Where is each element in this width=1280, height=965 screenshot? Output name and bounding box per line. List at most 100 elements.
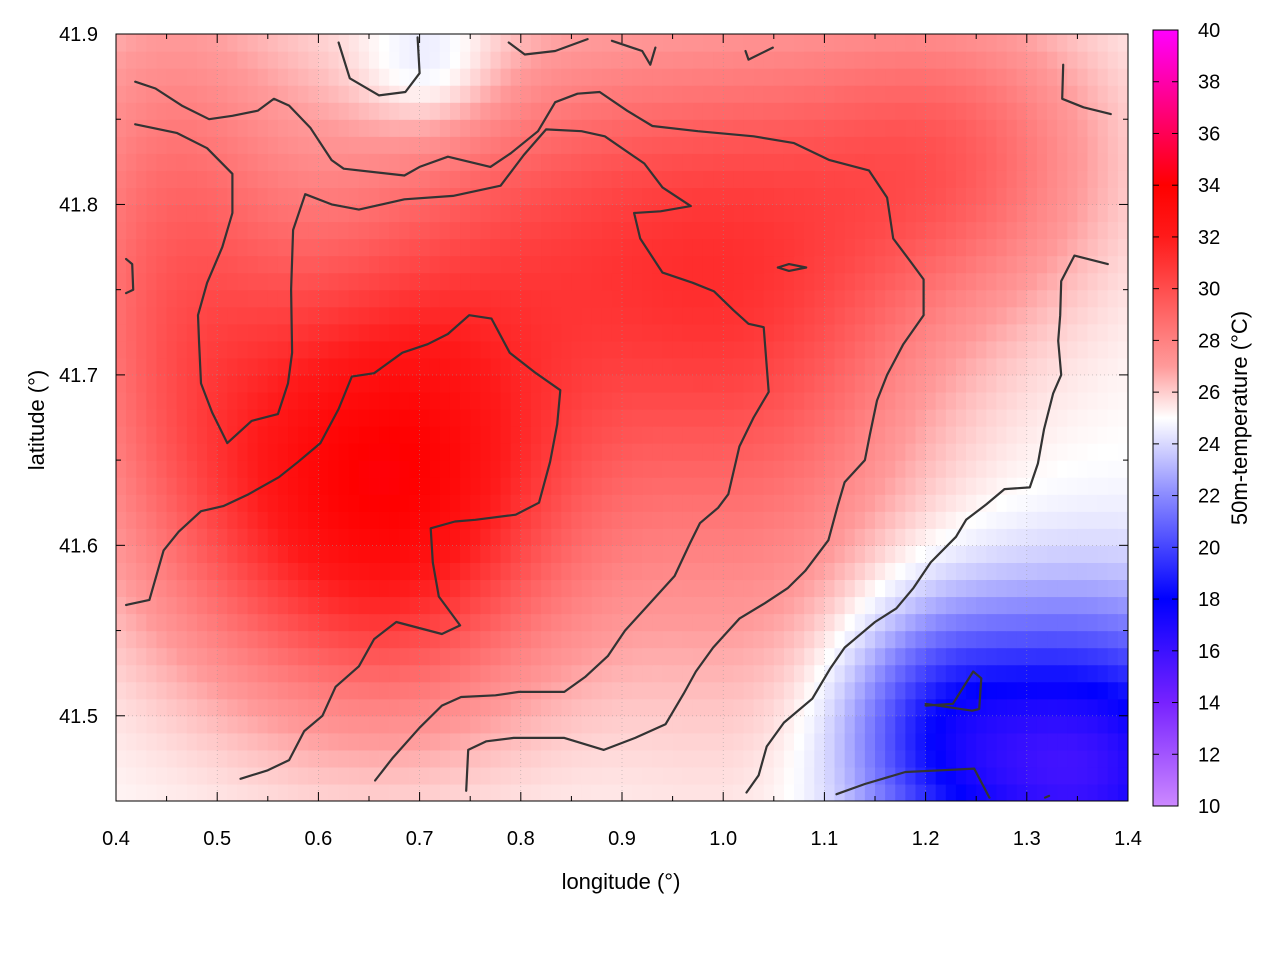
heatmap-cell [530,698,542,717]
heatmap-cell [864,562,876,581]
heatmap-cell [217,85,228,103]
heatmap-cell [895,630,906,649]
heatmap-cell [1067,613,1078,632]
heatmap-cell [500,187,512,206]
heatmap-cell [207,732,218,751]
heatmap-cell [733,562,745,581]
heatmap-cell [116,698,127,717]
heatmap-cell [1077,119,1089,137]
heatmap-cell [1067,85,1078,103]
heatmap-cell [460,477,471,495]
heatmap-cell [541,408,552,427]
heatmap-cell [480,647,492,666]
heatmap-cell [298,136,309,154]
heatmap-cell [227,306,239,325]
heatmap-cell [844,766,856,785]
colorbar-tick-label: 40 [1198,20,1220,42]
heatmap-cell [277,272,289,291]
heatmap-cell [1107,153,1119,171]
heatmap-cell [257,187,269,206]
heatmap-cell [935,119,947,137]
heatmap-cell [702,766,714,785]
heatmap-cell [794,766,805,785]
heatmap-cell [945,68,957,86]
heatmap-cell [601,562,613,581]
heatmap-cell [176,391,188,410]
heatmap-cell [379,204,390,223]
heatmap-cell [1016,136,1028,154]
heatmap-cell [1026,357,1038,376]
heatmap-cell [176,255,188,274]
heatmap-cell [844,579,856,598]
heatmap-cell [622,528,633,546]
heatmap-cell [875,289,886,308]
heatmap-cell [358,119,370,137]
heatmap-cell [955,647,967,666]
heatmap-cell [652,528,664,546]
heatmap-cell [1057,766,1068,785]
heatmap-cell [986,613,998,632]
heatmap-cell [369,528,380,546]
heatmap-cell [348,460,360,478]
heatmap-cell [794,102,805,120]
heatmap-cell [490,102,502,120]
heatmap-cell [945,749,957,768]
y-tick-label: 41.6 [59,535,98,557]
heatmap-cell [935,374,947,393]
heatmap-cell [986,272,998,291]
heatmap-cell [662,732,674,751]
heatmap-cell [844,391,856,410]
heatmap-cell [217,749,228,768]
heatmap-cell [743,374,755,393]
heatmap-cell [439,153,451,171]
heatmap-cell [1097,272,1109,291]
heatmap-cell [652,374,664,393]
heatmap-cell [804,630,815,649]
heatmap-cell [753,238,765,257]
heatmap-cell [1026,511,1038,529]
heatmap-cell [551,34,562,52]
heatmap-cell [146,664,158,683]
heatmap-cell [571,664,583,683]
heatmap-cell [247,460,259,478]
heatmap-cell [308,323,319,342]
heatmap-cell [146,511,158,529]
heatmap-cell [247,85,259,103]
heatmap-cell [146,766,158,785]
heatmap-cell [480,408,492,427]
heatmap-cell [794,51,805,69]
heatmap-cell [692,579,704,598]
heatmap-cell [864,596,876,615]
heatmap-cell [733,715,745,734]
heatmap-cell [824,323,836,342]
heatmap-cell [500,340,512,359]
heatmap-cell [996,460,1008,478]
heatmap-cell [358,68,370,86]
heatmap-cell [1097,136,1109,154]
heatmap-cell [277,102,289,120]
heatmap-cell [601,34,613,52]
heatmap-cell [642,153,653,171]
heatmap-cell [429,596,441,615]
heatmap-cell [905,136,917,154]
heatmap-cell [308,494,319,512]
heatmap-cell [460,545,471,563]
heatmap-cell [358,221,370,240]
heatmap-cell [348,68,360,86]
heatmap-cell [1006,153,1018,171]
heatmap-cell [561,340,572,359]
heatmap-cell [692,528,704,546]
heatmap-cell [1117,340,1128,359]
heatmap-cell [1067,204,1078,223]
heatmap-cell [702,51,714,69]
heatmap-cell [804,613,815,632]
heatmap-cell [237,102,249,120]
heatmap-cell [1016,477,1028,495]
heatmap-cell [662,766,674,785]
heatmap-cell [1026,426,1038,444]
heatmap-cell [773,630,785,649]
heatmap-cell [257,204,269,223]
heatmap-cell [196,562,208,581]
heatmap-cell [348,374,360,393]
heatmap-cell [581,153,593,171]
